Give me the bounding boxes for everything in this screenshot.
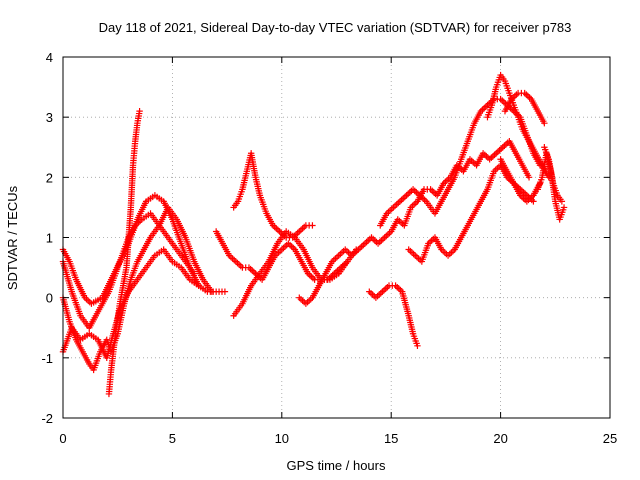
y-tick-label: -1 xyxy=(41,351,53,366)
x-tick-label: 10 xyxy=(275,431,289,446)
y-tick-labels: -2 -1 0 1 2 3 4 xyxy=(41,50,53,426)
series-track-14 xyxy=(501,89,548,127)
y-tick-label: 2 xyxy=(46,170,53,185)
data-point xyxy=(414,342,421,349)
series-track-8 xyxy=(230,228,360,319)
series-track-12 xyxy=(405,162,544,265)
data-point xyxy=(560,204,568,211)
chart-title: Day 118 of 2021, Sidereal Day-to-day VTE… xyxy=(99,20,572,35)
data-point xyxy=(541,119,548,127)
y-tick-label: 3 xyxy=(46,110,53,125)
x-axis-label: GPS time / hours xyxy=(287,458,386,473)
grid-lines xyxy=(63,57,610,418)
data-point xyxy=(525,174,533,181)
series-track-5 xyxy=(105,107,143,398)
series-track-17 xyxy=(541,144,566,205)
x-tick-label: 5 xyxy=(169,431,176,446)
x-tick-label: 20 xyxy=(493,431,507,446)
data-point xyxy=(309,222,316,229)
data-point xyxy=(208,288,215,295)
series-track-7 xyxy=(230,150,316,241)
y-tick-label: -2 xyxy=(41,411,53,426)
y-tick-label: 4 xyxy=(46,50,53,65)
series-track-9 xyxy=(296,138,533,307)
data-point xyxy=(221,288,229,295)
axis-ticks xyxy=(62,56,611,419)
series-track-3 xyxy=(59,204,215,374)
series-track-10 xyxy=(366,282,421,349)
x-tick-label: 0 xyxy=(59,431,66,446)
y-tick-label: 0 xyxy=(46,291,53,306)
data-point xyxy=(530,198,537,205)
data-point xyxy=(558,198,566,205)
x-tick-labels: 0 5 10 15 20 25 xyxy=(59,431,617,446)
data-point xyxy=(191,270,198,277)
y-axis-label: SDTVAR / TECUs xyxy=(5,185,20,290)
series-track-15 xyxy=(497,156,537,205)
y-tick-label: 1 xyxy=(46,231,53,246)
x-tick-label: 15 xyxy=(384,431,398,446)
data-point xyxy=(195,282,202,289)
data-point xyxy=(136,107,143,115)
series-track-2 xyxy=(59,210,198,331)
x-tick-label: 25 xyxy=(603,431,617,446)
data-marks xyxy=(59,71,568,398)
